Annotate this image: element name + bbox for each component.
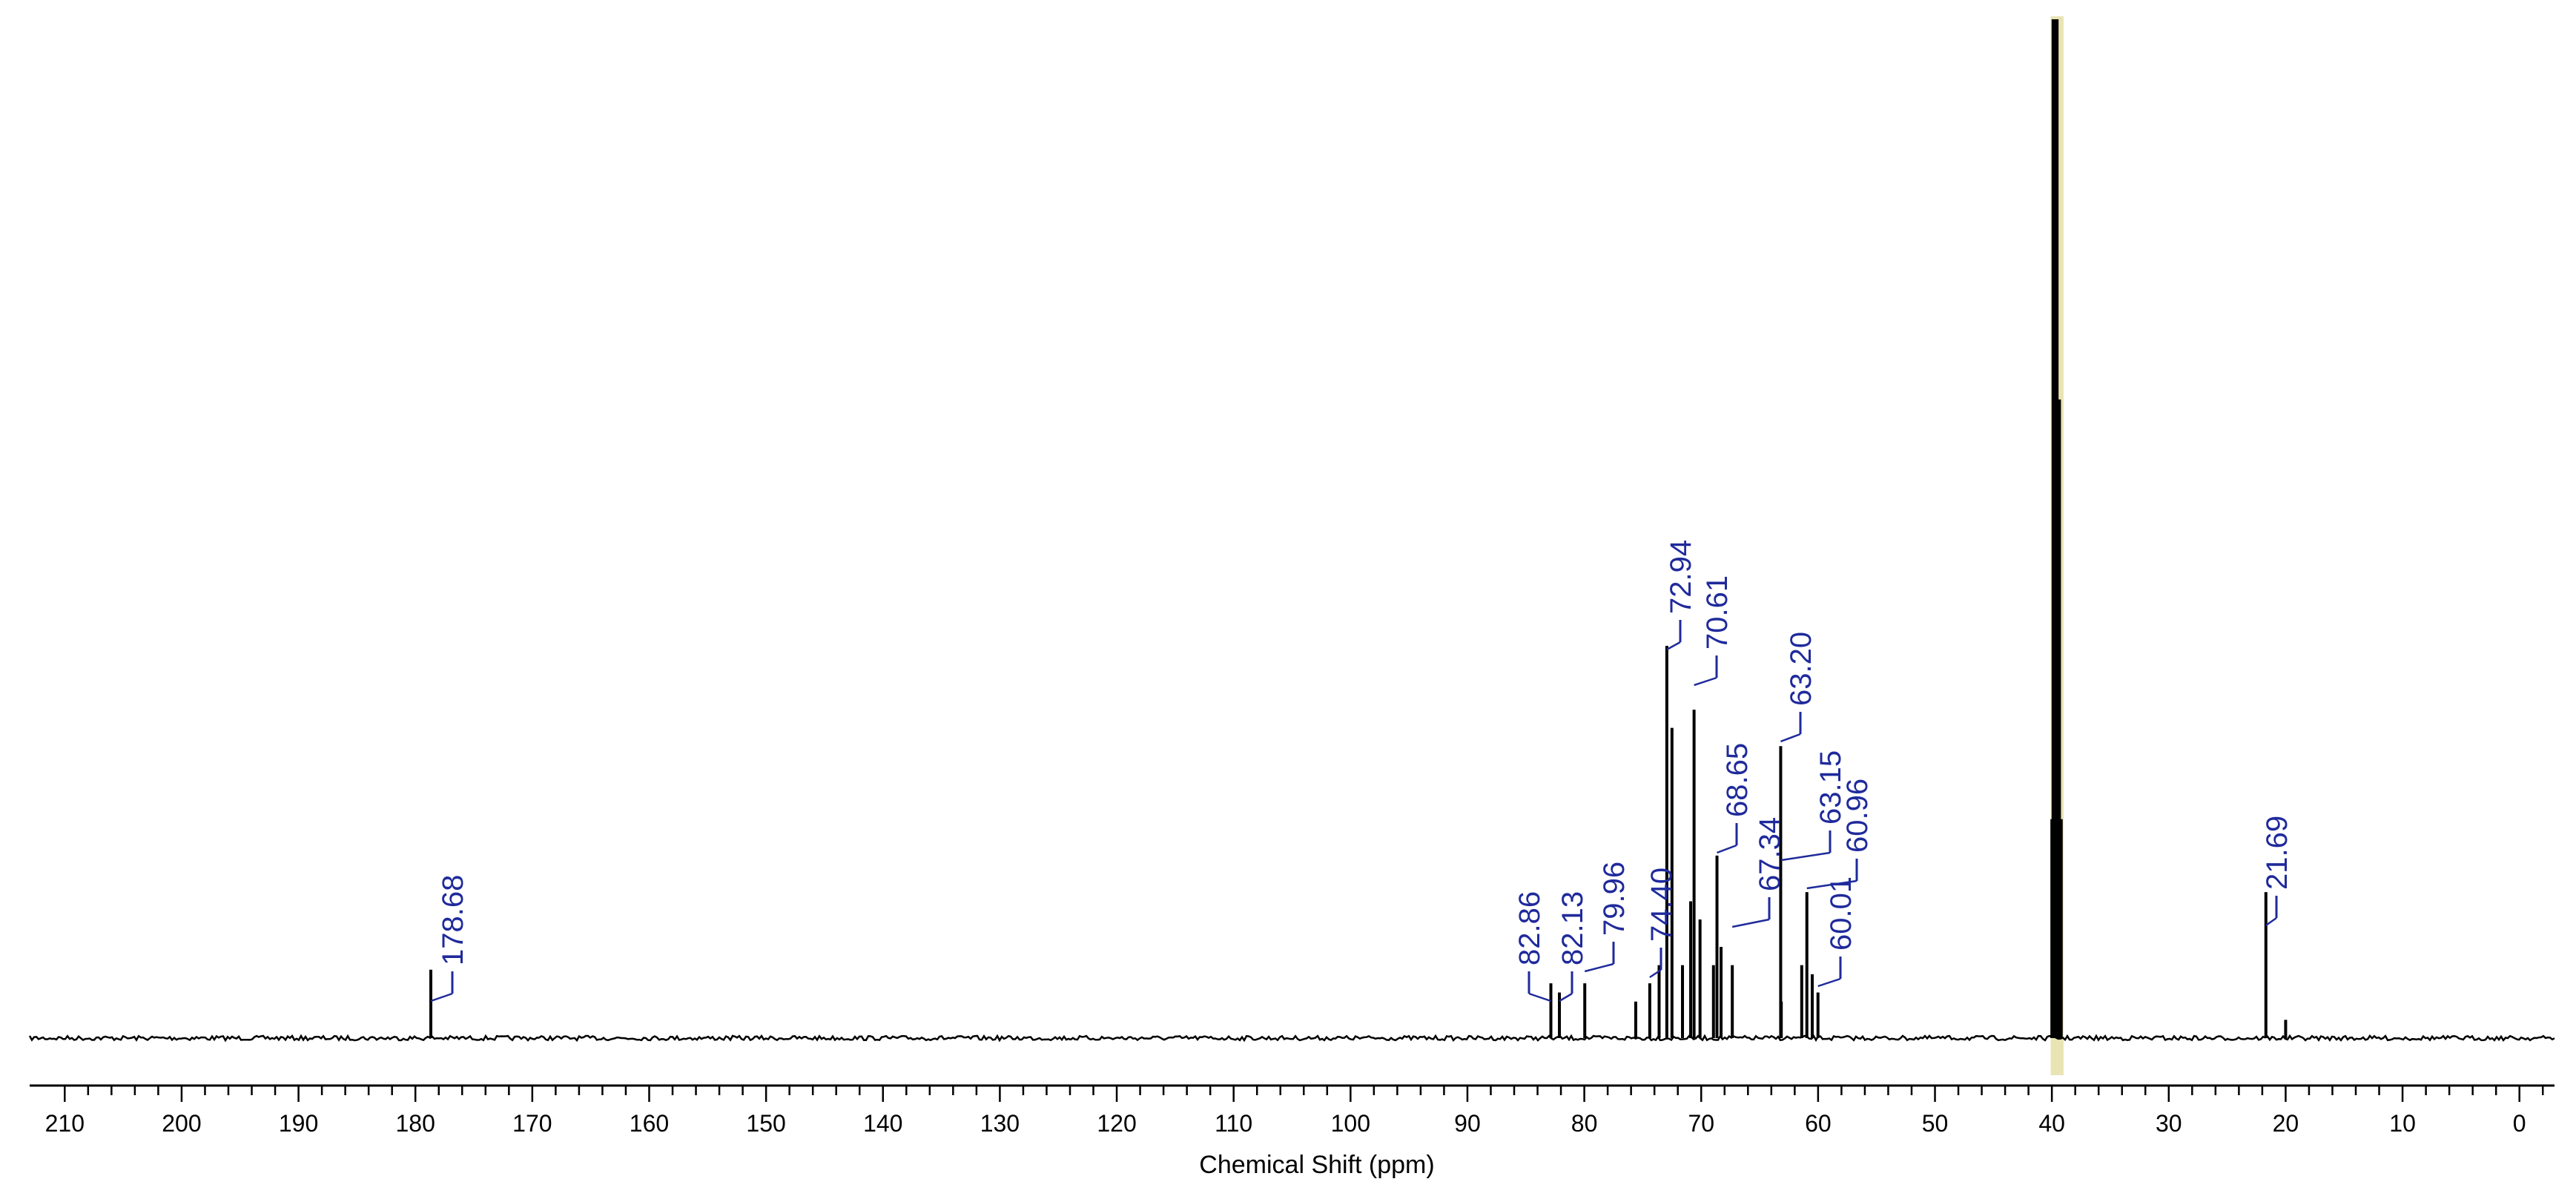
peak-label-text: 63.20 xyxy=(1785,632,1817,706)
x-tick-label: 80 xyxy=(1571,1110,1598,1137)
peak-label: 67.34 xyxy=(1731,817,1786,928)
x-tick-label: 10 xyxy=(2389,1110,2416,1137)
peak-label: 60.96 xyxy=(1806,779,1874,890)
x-tick-label: 130 xyxy=(980,1110,1020,1137)
peak-label-text: 178.68 xyxy=(437,875,469,965)
x-tick-label: 170 xyxy=(512,1110,552,1137)
spectrum-layer xyxy=(28,19,2555,1043)
x-tick-label: 0 xyxy=(2513,1110,2526,1137)
peak-label-text: 82.13 xyxy=(1556,891,1589,965)
peak-label-text: 21.69 xyxy=(2261,816,2293,890)
x-tick-label: 110 xyxy=(1215,1110,1252,1137)
x-tick-label: 210 xyxy=(45,1110,85,1137)
spectrum-baseline xyxy=(28,1034,2555,1043)
peak-label-text: 68.65 xyxy=(1721,743,1754,817)
x-tick-label: 150 xyxy=(746,1110,785,1137)
x-axis-title: Chemical Shift (ppm) xyxy=(1199,1151,1434,1179)
x-tick-label: 60 xyxy=(1805,1110,1832,1137)
peak-label-text: 63.15 xyxy=(1814,750,1847,825)
x-tick-label: 20 xyxy=(2273,1110,2299,1137)
x-tick-label: 70 xyxy=(1688,1110,1714,1137)
peak-label-text: 74.40 xyxy=(1645,868,1678,942)
peak-label-text: 82.86 xyxy=(1513,891,1546,965)
peak-label-text: 60.01 xyxy=(1825,876,1857,951)
peak-label-leader xyxy=(1806,879,1857,890)
x-axis: 210 200 190 180 170 160 150 140 130 120 110 100 90 80… xyxy=(30,1084,2554,1137)
peak-label-leader xyxy=(430,992,453,1003)
peak-label-leader xyxy=(1649,968,1662,979)
peak-label-leader xyxy=(1694,676,1717,687)
peak-label-leader xyxy=(1584,962,1614,973)
peak-label-leader xyxy=(1781,851,1831,862)
peak-label-layer: 178.68 82.86 82.13 79.96 74.40 72.94 70.61 68.6… xyxy=(430,540,2293,1003)
x-tick-label: 90 xyxy=(1454,1110,1481,1137)
peak-label-leader xyxy=(1559,992,1573,1003)
peak-label-leader xyxy=(1817,977,1841,988)
peak-label-text: 72.94 xyxy=(1665,540,1697,614)
peak-label-text: 67.34 xyxy=(1754,817,1786,891)
peak-label-leader xyxy=(2265,916,2277,927)
x-tick-label: 120 xyxy=(1097,1110,1136,1137)
peak-label: 82.86 xyxy=(1513,891,1551,1003)
x-tick-label: 100 xyxy=(1331,1110,1370,1137)
x-tick-label: 30 xyxy=(2156,1110,2182,1137)
x-tick-label: 140 xyxy=(863,1110,902,1137)
peak-label: 60.01 xyxy=(1817,876,1857,988)
peak-label-leader xyxy=(1731,918,1770,928)
x-tick-label: 50 xyxy=(1922,1110,1949,1137)
peak-label-text: 60.96 xyxy=(1841,779,1874,853)
peak-label-leader xyxy=(1528,992,1551,1003)
peak-label-leader xyxy=(1666,641,1681,651)
peak-label: 79.96 xyxy=(1584,862,1631,973)
x-tick-label: 160 xyxy=(630,1110,669,1137)
x-tick-label: 190 xyxy=(279,1110,318,1137)
x-tick-label: 180 xyxy=(396,1110,435,1137)
peak-label: 68.65 xyxy=(1717,743,1754,854)
peak-label: 74.40 xyxy=(1645,868,1678,979)
peak-label: 82.13 xyxy=(1556,891,1589,1003)
peak-label: 178.68 xyxy=(430,875,469,1003)
x-tick-label: 40 xyxy=(2038,1110,2065,1137)
peak-label: 63.20 xyxy=(1780,632,1817,743)
x-tick-label: 200 xyxy=(162,1110,201,1137)
peak-label: 72.94 xyxy=(1665,540,1697,651)
peak-label-text: 70.61 xyxy=(1701,575,1734,650)
peak-label: 21.69 xyxy=(2261,816,2293,927)
peak-label: 70.61 xyxy=(1694,575,1734,687)
peak-label: 63.15 xyxy=(1781,750,1847,862)
peak-label-leader xyxy=(1780,733,1801,743)
peak-label-text: 79.96 xyxy=(1598,862,1631,936)
peak-label-leader xyxy=(1717,844,1737,854)
